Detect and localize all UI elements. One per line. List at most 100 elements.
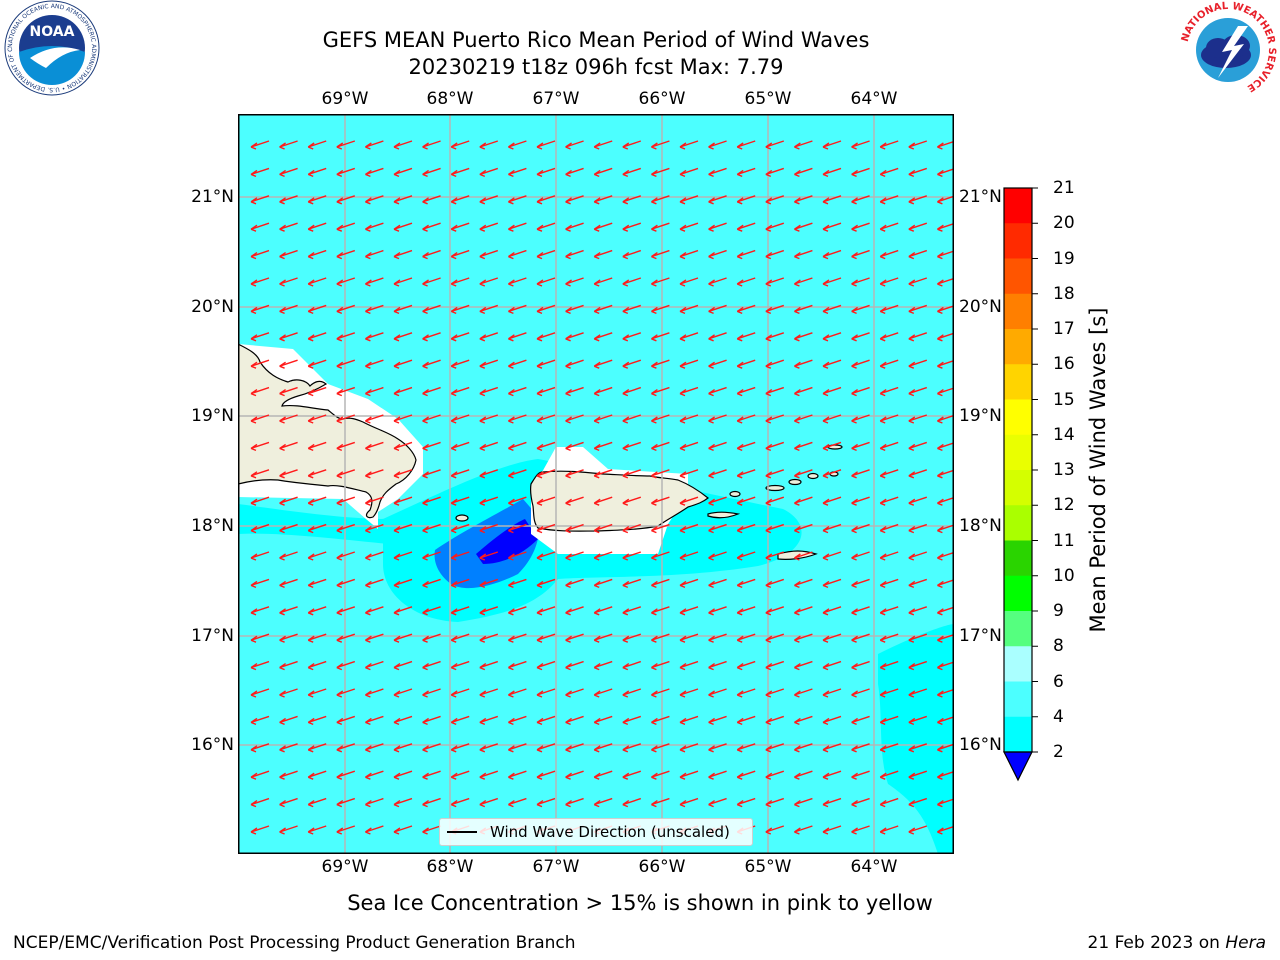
noaa-logo-text: NOAA bbox=[30, 24, 75, 40]
wave-direction-arrow bbox=[393, 797, 413, 808]
wave-direction-arrow bbox=[765, 688, 785, 698]
wave-direction-arrow bbox=[279, 743, 298, 753]
wave-direction-arrow bbox=[365, 743, 384, 753]
wave-direction-arrow bbox=[765, 551, 785, 561]
wave-direction-arrow bbox=[822, 551, 842, 561]
wave-direction-arrow bbox=[736, 441, 756, 452]
wave-direction-arrow bbox=[336, 633, 356, 643]
wave-direction-arrow bbox=[536, 770, 556, 780]
wave-direction-arrow bbox=[450, 332, 470, 342]
wave-direction-arrow bbox=[879, 469, 899, 479]
wave-direction-arrow bbox=[622, 688, 642, 698]
wave-direction-arrow bbox=[279, 633, 298, 643]
wave-direction-arrow bbox=[937, 442, 954, 452]
wave-direction-arrow bbox=[279, 523, 298, 534]
wave-direction-arrow bbox=[622, 195, 642, 205]
wave-direction-arrow bbox=[765, 277, 785, 287]
wave-direction-arrow bbox=[937, 496, 954, 506]
wave-direction-arrow bbox=[794, 633, 813, 643]
wave-direction-arrow bbox=[422, 770, 441, 780]
wave-direction-arrow bbox=[565, 140, 584, 150]
wave-direction-arrow bbox=[736, 249, 756, 260]
colorbar-tick-label: 10 bbox=[1053, 565, 1075, 586]
wave-direction-arrow bbox=[851, 633, 870, 643]
wave-direction-arrow bbox=[822, 386, 842, 397]
wave-direction-arrow bbox=[593, 715, 613, 726]
wave-direction-arrow bbox=[765, 523, 785, 534]
wave-direction-arrow bbox=[422, 688, 441, 698]
wave-direction-arrow bbox=[508, 523, 527, 534]
wave-direction-arrow bbox=[794, 660, 813, 671]
wave-direction-arrow bbox=[508, 386, 527, 397]
chart-title: GEFS MEAN Puerto Rico Mean Period of Win… bbox=[322, 28, 870, 52]
wave-direction-arrow bbox=[250, 469, 270, 479]
wave-direction-arrow bbox=[336, 277, 356, 287]
wave-direction-arrow bbox=[365, 140, 384, 150]
wave-direction-arrow bbox=[450, 441, 470, 452]
wave-direction-arrow bbox=[651, 770, 670, 780]
wave-direction-arrow bbox=[937, 222, 954, 232]
wave-direction-arrow bbox=[593, 770, 613, 780]
wave-direction-arrow bbox=[651, 660, 670, 671]
wave-direction-arrow bbox=[908, 469, 928, 479]
wave-direction-arrow bbox=[593, 523, 613, 534]
wave-direction-arrow bbox=[565, 222, 584, 232]
wave-direction-arrow bbox=[822, 496, 842, 506]
wave-direction-arrow bbox=[536, 523, 556, 534]
wave-direction-arrow bbox=[450, 770, 470, 780]
wave-direction-arrow bbox=[365, 633, 384, 643]
wave-direction-arrow bbox=[450, 167, 470, 178]
wave-direction-arrow bbox=[794, 249, 813, 260]
wave-direction-arrow bbox=[250, 743, 270, 753]
wave-direction-arrow bbox=[593, 386, 613, 397]
wave-direction-arrow bbox=[336, 414, 356, 424]
chart-subtitle: 20230219 t18z 096h fcst Max: 7.79 bbox=[408, 55, 784, 79]
wave-direction-arrow bbox=[393, 195, 413, 205]
wave-direction-arrow bbox=[450, 660, 470, 671]
wave-direction-arrow bbox=[794, 551, 813, 561]
wave-direction-arrow bbox=[279, 414, 298, 424]
colorbar-segment bbox=[1004, 293, 1032, 330]
wave-direction-arrow bbox=[508, 222, 527, 232]
wave-direction-arrow bbox=[708, 606, 727, 616]
wave-direction-arrow bbox=[736, 770, 756, 780]
wave-direction-arrow bbox=[651, 140, 670, 150]
wave-direction-arrow bbox=[336, 359, 356, 369]
wave-direction-arrow bbox=[479, 523, 499, 534]
wave-direction-arrow bbox=[365, 332, 384, 342]
wave-direction-arrow bbox=[508, 743, 527, 753]
wave-direction-arrow bbox=[307, 825, 327, 835]
wave-direction-arrow bbox=[908, 688, 928, 698]
wave-direction-arrow bbox=[651, 249, 670, 260]
wave-direction-arrow bbox=[307, 660, 327, 671]
wave-direction-arrow bbox=[393, 633, 413, 643]
wave-direction-arrow bbox=[937, 743, 954, 753]
wave-direction-arrow bbox=[851, 551, 870, 561]
wave-direction-arrow bbox=[593, 277, 613, 287]
wave-direction-arrow bbox=[307, 578, 327, 589]
wave-direction-arrow bbox=[250, 441, 270, 452]
wave-direction-arrow bbox=[565, 606, 584, 616]
wave-direction-arrow bbox=[450, 523, 470, 534]
wave-direction-arrow bbox=[365, 688, 384, 698]
wave-direction-arrow bbox=[279, 386, 298, 397]
wave-direction-arrow bbox=[679, 304, 699, 315]
wave-direction-arrow bbox=[736, 606, 756, 616]
footer-host: Hera bbox=[1225, 933, 1266, 953]
noaa-logo: NATIONAL OCEANIC AND ATMOSPHERIC ADMINIS… bbox=[2, 0, 100, 96]
wave-direction-arrow bbox=[565, 469, 584, 479]
wave-direction-arrow bbox=[393, 551, 413, 561]
wave-direction-arrow bbox=[365, 606, 384, 616]
wave-direction-arrow bbox=[794, 441, 813, 452]
wave-direction-arrow bbox=[679, 660, 699, 671]
wave-direction-arrow bbox=[679, 578, 699, 589]
wave-direction-arrow bbox=[250, 770, 270, 780]
wave-direction-arrow bbox=[879, 249, 899, 260]
wave-direction-arrow bbox=[908, 715, 928, 726]
wave-direction-arrow bbox=[908, 414, 928, 424]
wave-direction-arrow bbox=[879, 167, 899, 178]
wave-direction-arrow bbox=[565, 743, 584, 753]
wave-direction-arrow bbox=[937, 250, 954, 260]
sea-ice-note: Sea Ice Concentration > 15% is shown in … bbox=[347, 891, 933, 915]
wave-direction-arrow bbox=[822, 770, 842, 780]
